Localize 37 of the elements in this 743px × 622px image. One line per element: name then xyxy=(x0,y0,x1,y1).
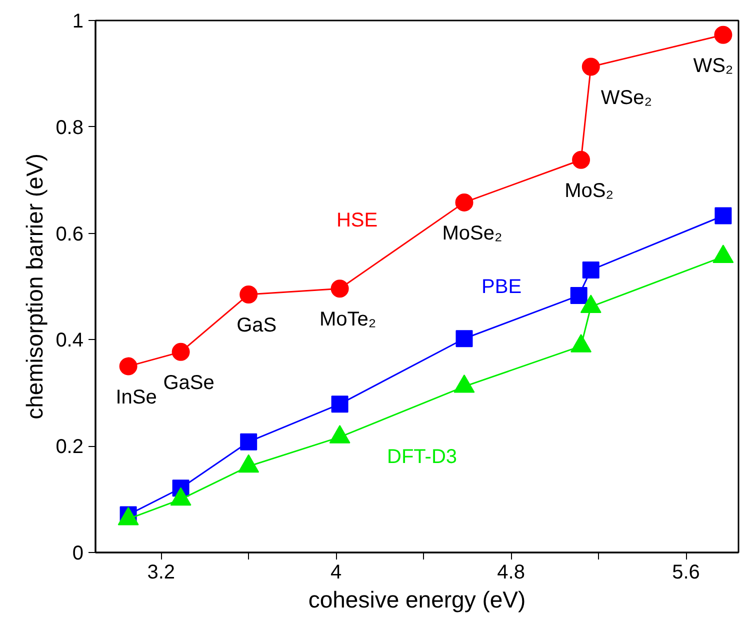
point xyxy=(240,285,258,304)
point xyxy=(582,262,600,279)
annotation: GaS xyxy=(236,314,277,336)
y-tick-label: 0.2 xyxy=(56,436,84,458)
annotation: GaSe xyxy=(163,372,214,394)
point xyxy=(455,193,474,212)
annotation: WS₂ xyxy=(693,54,734,77)
point xyxy=(172,342,190,361)
series-label: PBE xyxy=(482,276,522,298)
point xyxy=(331,396,348,413)
point xyxy=(572,150,590,169)
annotation: MoSe₂ xyxy=(442,222,502,244)
point xyxy=(456,330,473,348)
point xyxy=(714,207,732,224)
point xyxy=(240,433,258,450)
x-tick-label: 4 xyxy=(330,562,342,584)
y-tick-label: 0.4 xyxy=(56,330,84,352)
point xyxy=(570,287,588,304)
annotation: WSe₂ xyxy=(600,86,652,109)
series-label: DFT-D3 xyxy=(387,446,458,468)
x-tick-label: 4.8 xyxy=(497,562,525,584)
point xyxy=(582,58,600,76)
x-tick-label: 5.6 xyxy=(672,562,700,584)
y-tick-label: 0.8 xyxy=(56,116,84,139)
annotation: MoTe₂ xyxy=(319,308,376,331)
y-axis-title: chemisorption barrier (eV) xyxy=(22,154,48,420)
annotation: MoS₂ xyxy=(564,180,614,202)
y-tick-label: 0.6 xyxy=(56,223,84,246)
annotation: InSe xyxy=(116,386,157,408)
point xyxy=(714,26,732,44)
series-label: HSE xyxy=(336,210,378,232)
y-tick-label: 1 xyxy=(72,10,84,32)
point xyxy=(330,280,349,298)
point xyxy=(119,357,138,376)
y-tick-label: 0 xyxy=(72,542,84,564)
x-axis-title: cohesive energy (eV) xyxy=(308,586,526,612)
x-tick-label: 3.2 xyxy=(147,562,176,584)
